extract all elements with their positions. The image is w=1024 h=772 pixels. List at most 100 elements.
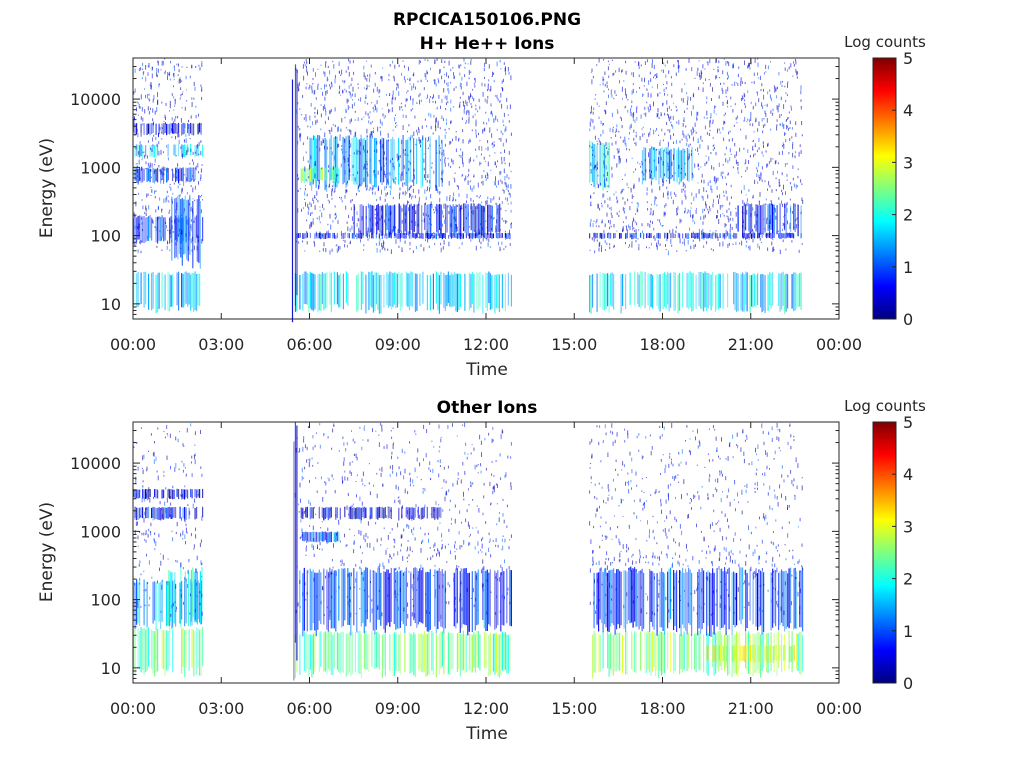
heatmap-cell xyxy=(693,197,694,201)
heatmap-cell xyxy=(434,236,435,238)
heatmap-cell xyxy=(767,234,768,236)
heatmap-cell xyxy=(692,174,693,178)
heatmap-cell xyxy=(368,120,369,123)
heatmap-cell xyxy=(502,201,503,204)
heatmap-cell xyxy=(157,580,158,583)
heatmap-cell xyxy=(723,191,724,194)
heatmap-cell xyxy=(456,131,457,132)
heatmap-cell xyxy=(367,174,368,177)
heatmap-cell xyxy=(366,129,367,134)
heatmap-cell xyxy=(689,58,690,63)
heatmap-cell xyxy=(338,220,339,224)
heatmap-cell xyxy=(733,572,734,626)
heatmap-cell xyxy=(663,150,664,183)
heatmap-cell xyxy=(144,109,145,113)
heatmap-cell xyxy=(300,188,301,189)
heatmap-cell xyxy=(341,568,342,627)
heatmap-cell xyxy=(488,233,489,238)
heatmap-cell xyxy=(616,163,617,167)
heatmap-cell xyxy=(323,140,324,143)
heatmap-cell xyxy=(413,250,414,253)
heatmap-cell xyxy=(194,544,195,547)
heatmap-cell xyxy=(464,634,465,673)
heatmap-cell xyxy=(136,274,137,307)
heatmap-cell xyxy=(596,64,597,66)
heatmap-cell xyxy=(184,577,185,580)
heatmap-cell xyxy=(510,456,511,458)
heatmap-cell xyxy=(142,507,143,518)
heatmap-cell xyxy=(460,634,461,677)
heatmap-cell xyxy=(145,589,146,592)
heatmap-cell xyxy=(460,274,461,307)
heatmap-cell xyxy=(609,275,610,313)
heatmap-cell xyxy=(759,122,760,127)
heatmap-cell xyxy=(511,570,512,626)
heatmap-cell xyxy=(367,150,368,153)
heatmap-cell xyxy=(783,272,784,306)
heatmap-cell xyxy=(744,117,745,121)
heatmap-cell xyxy=(661,114,662,116)
heatmap-cell xyxy=(470,185,471,189)
heatmap-cell xyxy=(631,235,632,239)
heatmap-cell xyxy=(801,205,802,236)
heatmap-cell xyxy=(595,94,596,95)
heatmap-cell xyxy=(609,243,610,245)
heatmap-cell xyxy=(696,132,697,134)
heatmap-cell xyxy=(312,121,313,125)
x-tick-label: 06:00 xyxy=(286,335,332,354)
heatmap-cell xyxy=(419,634,420,670)
heatmap-cell xyxy=(328,66,329,68)
heatmap-cell xyxy=(336,174,337,178)
heatmap-cell xyxy=(317,462,318,464)
heatmap-cell xyxy=(146,507,147,510)
heatmap-cell xyxy=(800,179,801,183)
heatmap-cell xyxy=(479,162,480,166)
heatmap-cell xyxy=(485,571,486,631)
heatmap-cell xyxy=(133,446,134,448)
heatmap-cell xyxy=(352,104,353,108)
heatmap-cell xyxy=(195,145,196,157)
heatmap-cell xyxy=(148,490,149,500)
heatmap-cell xyxy=(800,144,801,147)
heatmap-cell xyxy=(667,572,668,629)
heatmap-cell xyxy=(667,632,668,669)
heatmap-cell xyxy=(179,184,180,185)
heatmap-cell xyxy=(201,563,202,566)
heatmap-cell xyxy=(618,131,619,133)
heatmap-cell xyxy=(501,157,502,161)
heatmap-cell xyxy=(159,124,160,135)
heatmap-cell xyxy=(152,148,153,152)
heatmap-cell xyxy=(659,186,660,190)
heatmap-cell xyxy=(148,140,149,142)
heatmap-cell xyxy=(617,212,618,215)
heatmap-cell xyxy=(700,572,701,634)
heatmap-cell xyxy=(465,100,466,104)
heatmap-cell xyxy=(502,233,503,238)
heatmap-cell xyxy=(772,158,773,159)
heatmap-cell xyxy=(432,97,433,100)
heatmap-cell xyxy=(453,160,454,164)
heatmap-cell xyxy=(326,84,327,87)
heatmap-cell xyxy=(796,71,797,75)
heatmap-cell xyxy=(479,435,480,440)
heatmap-cell xyxy=(496,633,497,673)
heatmap-cell xyxy=(424,507,425,517)
heatmap-cell xyxy=(172,193,173,195)
heatmap-cell xyxy=(646,88,647,91)
heatmap-cell xyxy=(691,111,692,116)
heatmap-cell xyxy=(709,59,710,63)
heatmap-cell xyxy=(468,63,469,64)
heatmap-cell xyxy=(356,494,357,497)
heatmap-cell xyxy=(392,107,393,112)
heatmap-cell xyxy=(622,274,623,306)
heatmap-cell xyxy=(759,177,760,181)
heatmap-cell xyxy=(673,64,674,67)
heatmap-cell xyxy=(435,118,436,123)
heatmap-cell xyxy=(747,167,748,170)
heatmap-cell xyxy=(427,634,428,676)
heatmap-cell xyxy=(147,507,148,518)
heatmap-cell xyxy=(167,498,168,503)
heatmap-cell xyxy=(421,479,422,480)
heatmap-cell xyxy=(194,499,195,503)
heatmap-cell xyxy=(741,77,742,81)
